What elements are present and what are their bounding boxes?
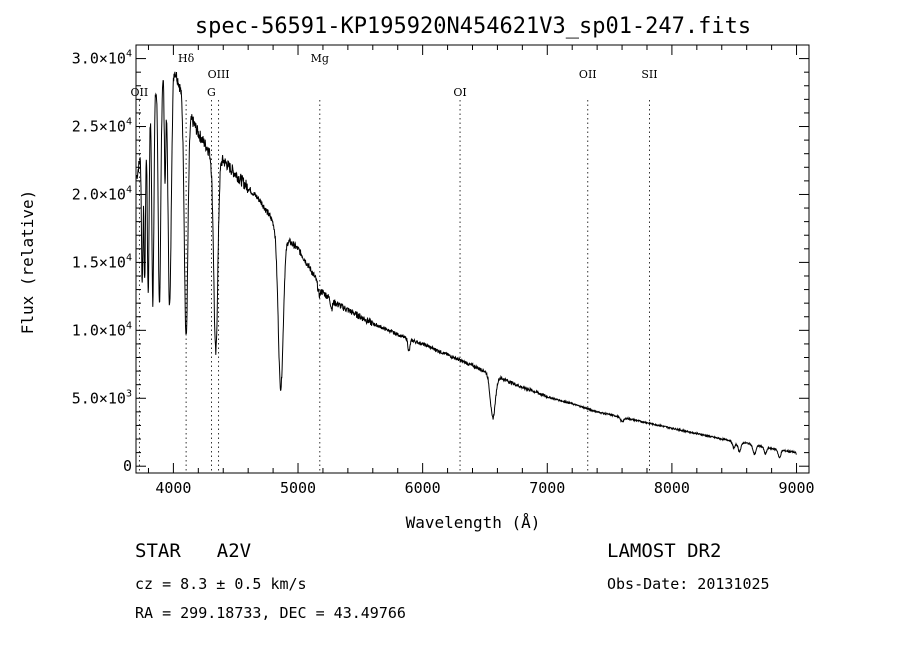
y-axis-label: Flux (relative) (18, 190, 37, 335)
y-tick-label: 0 (123, 457, 132, 475)
line-marker-label: SII (641, 68, 657, 81)
x-axis-label: Wavelength (Å) (406, 513, 541, 532)
line-marker-label: OII (131, 86, 149, 99)
coordinates-readout: RA = 299.18733, DEC = 43.49766 (135, 604, 406, 622)
y-tick-label: 5.0×103 (72, 388, 132, 407)
line-marker-label: OIII (208, 68, 230, 81)
x-tick-label: 9000 (778, 479, 814, 497)
x-axis-ticks: 4000 5000 6000 7000 8000 9000 (147, 45, 815, 497)
y-axis-ticks: 0 5.0×103 1.0×104 1.5×104 2.0×104 2.5×104 3.0×… (72, 49, 809, 475)
y-tick-label: 1.5×104 (72, 252, 132, 271)
y-tick-label: 2.5×104 (72, 117, 132, 136)
spectrum-line (136, 71, 797, 459)
line-marker-label: OII (579, 68, 597, 81)
observation-date: Obs-Date: 20131025 (607, 575, 770, 593)
spectral-type: A2V (216, 540, 252, 562)
line-marker-label: Mg (311, 52, 329, 65)
y-tick-label: 1.0×104 (72, 320, 132, 339)
spectral-line-markers: OII Hδ OIII G Mg OI OII SII (131, 52, 658, 473)
x-tick-label: 8000 (654, 479, 690, 497)
redshift-readout: cz = 8.3 ± 0.5 km/s (135, 575, 307, 593)
y-tick-label: 2.0×104 (72, 184, 132, 203)
object-class: STAR A2V (135, 540, 251, 562)
line-marker-label: G (207, 86, 216, 99)
line-marker-label: OI (453, 86, 466, 99)
x-tick-label: 4000 (155, 479, 191, 497)
line-marker-label: Hδ (178, 52, 195, 65)
x-tick-label: 5000 (280, 479, 316, 497)
chart-title: spec-56591-KP195920N454621V3_sp01-247.fi… (195, 14, 751, 39)
survey-name: LAMOST DR2 (607, 540, 722, 562)
x-tick-label: 6000 (405, 479, 441, 497)
plot-frame (135, 44, 810, 474)
object-class-label: STAR (135, 540, 181, 562)
x-tick-label: 7000 (529, 479, 565, 497)
y-tick-label: 3.0×104 (72, 49, 132, 68)
